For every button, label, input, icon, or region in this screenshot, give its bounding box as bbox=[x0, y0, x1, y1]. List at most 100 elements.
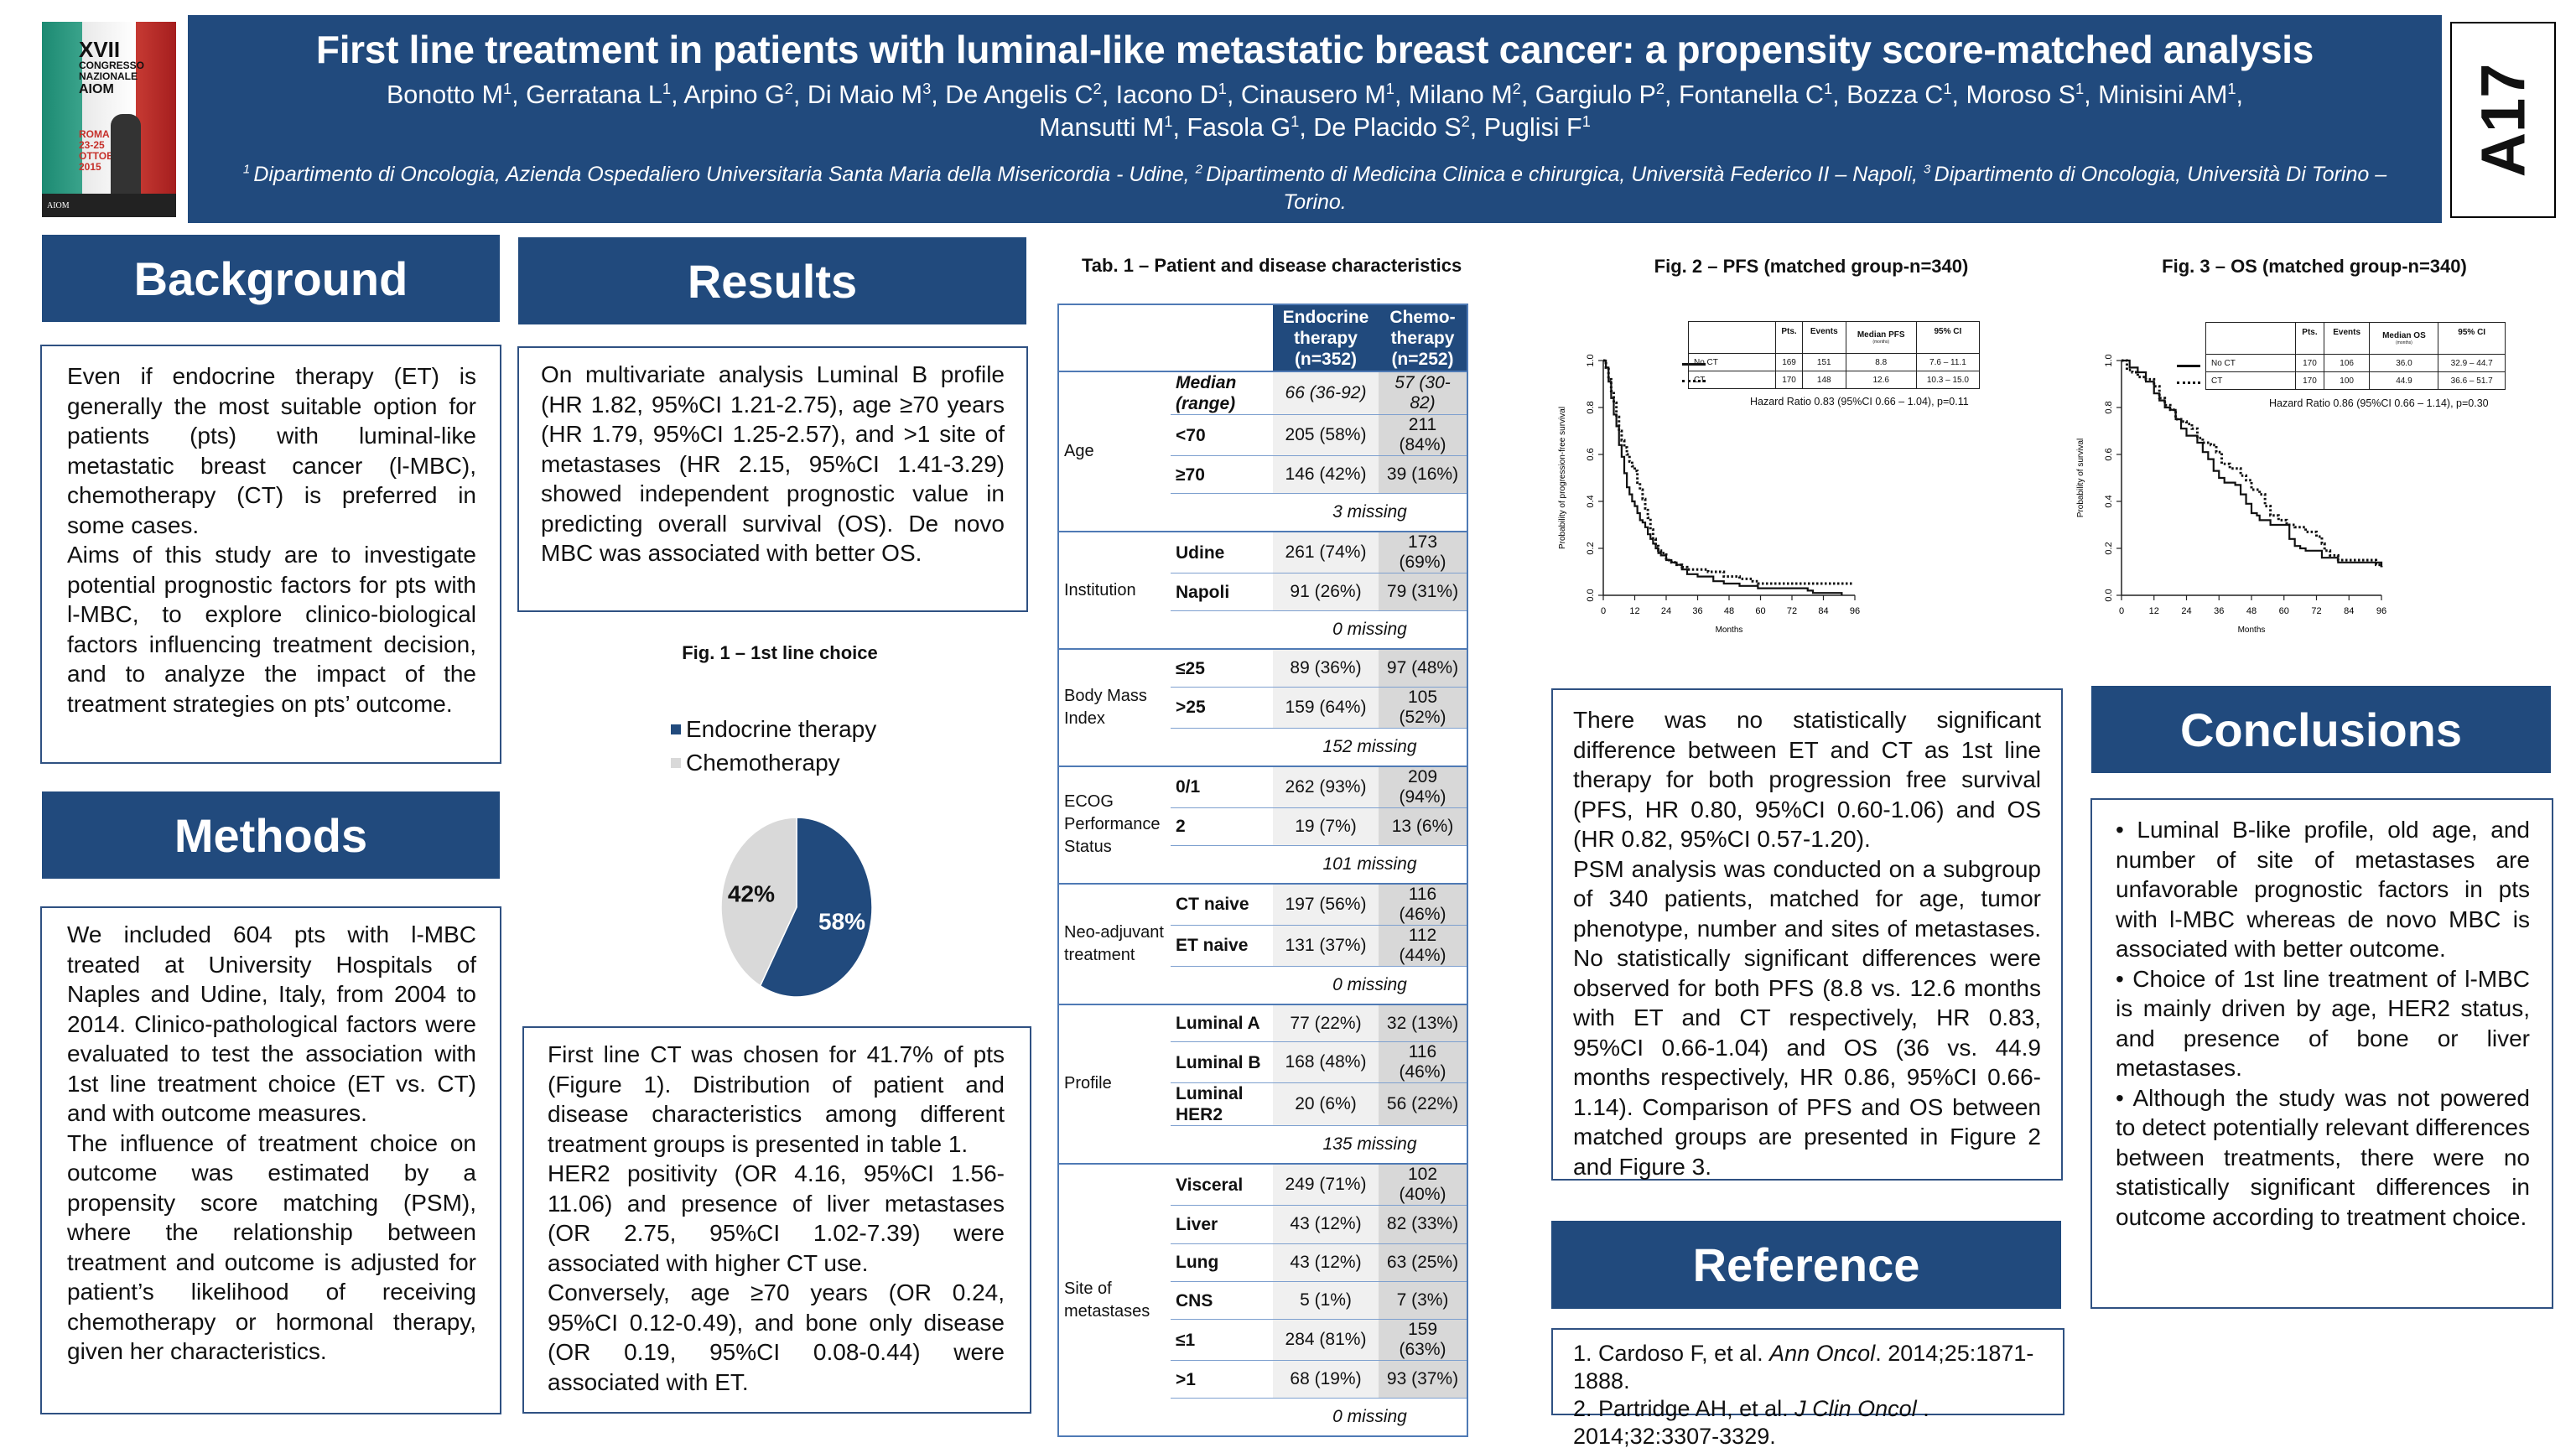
summary-header: 95% CI bbox=[2438, 322, 2506, 355]
table-row: Liver 43 (12%) 82 (33%) bbox=[1058, 1205, 1467, 1244]
km-curve-ct bbox=[1603, 359, 1852, 585]
table-row: <70 205 (58%) 211 (84%) bbox=[1058, 414, 1467, 456]
x-tick-label: 12 bbox=[2149, 606, 2159, 616]
x-tick-label: 72 bbox=[1787, 606, 1797, 616]
row-sublabel: 0/1 bbox=[1171, 766, 1273, 808]
row-sublabel: CT naive bbox=[1171, 883, 1273, 926]
methods-paragraph: The influence of treatment choice on out… bbox=[67, 1129, 476, 1365]
x-tick-label: 72 bbox=[2311, 606, 2321, 616]
cell-endocrine: 20 (6%) bbox=[1273, 1082, 1379, 1127]
reference-item: 2. Partridge AH, et al. J Clin Oncol . 2… bbox=[1573, 1396, 1929, 1448]
cell-chemotherapy: 116 (46%) bbox=[1379, 883, 1467, 926]
legend-line-ct bbox=[2177, 381, 2200, 384]
x-tick-label: 96 bbox=[1850, 606, 1860, 616]
methods-paragraph: We included 604 pts with l-MBC treated a… bbox=[67, 921, 476, 1126]
cell-endocrine: 66 (36-92) bbox=[1273, 371, 1379, 415]
x-tick-label: 36 bbox=[1692, 606, 1702, 616]
y-axis-label: Probability of progression-free survival bbox=[1558, 407, 1567, 549]
conclusions-heading: Conclusions bbox=[2091, 686, 2551, 773]
y-axis-label: Probability of survival bbox=[2076, 439, 2085, 517]
row-sublabel: Visceral bbox=[1171, 1164, 1273, 1207]
x-tick-label: 0 bbox=[2119, 606, 2124, 616]
poster-title: First line treatment in patients with lu… bbox=[315, 28, 2314, 71]
legend-item-chemotherapy: Chemotherapy bbox=[671, 746, 922, 780]
summary-row: CT 170 100 44.9 36.6 – 51.7 bbox=[2205, 371, 2506, 390]
km-curve-no-ct bbox=[2122, 359, 2383, 568]
cell-chemotherapy: 7 (3%) bbox=[1379, 1281, 1467, 1321]
pie-label: 42% bbox=[728, 881, 775, 907]
author: Iacono D1 bbox=[1115, 79, 1227, 109]
row-sublabel: Median (range) bbox=[1171, 371, 1273, 415]
cell-chemotherapy: 159 (63%) bbox=[1379, 1319, 1467, 1362]
summary-header: Median PFS (months) bbox=[1845, 321, 1917, 354]
summary-header: 95% CI bbox=[1915, 321, 1981, 354]
legend-item-endocrine: Endocrine therapy bbox=[671, 713, 922, 746]
table-row-missing: 135 missing bbox=[1058, 1125, 1467, 1165]
cell-endocrine: 262 (93%) bbox=[1273, 766, 1379, 808]
row-sublabel: ET naive bbox=[1171, 925, 1273, 967]
pie-slice-chemotherapy bbox=[720, 817, 797, 987]
fig1-pie-chart: 58% 42% bbox=[720, 817, 873, 998]
results-psm-paragraph: PSM analysis was conducted on a subgroup… bbox=[1573, 855, 2041, 1180]
table-row: Age Median (range) 66 (36-92) 57 (30-82) bbox=[1058, 371, 1467, 533]
table-row: Neo-adjuvant treatment CT naive 197 (56%) 1… bbox=[1058, 883, 1467, 1005]
background-heading: Background bbox=[42, 235, 500, 322]
affiliations: 1 Dipartimento di Oncologia, Azienda Osp… bbox=[213, 161, 2417, 216]
row-sublabel: Napoli bbox=[1171, 573, 1273, 612]
y-tick-label: 0.2 bbox=[1586, 542, 1596, 554]
cell-endocrine: 205 (58%) bbox=[1273, 414, 1379, 456]
cell-chemotherapy: 102 (40%) bbox=[1379, 1164, 1467, 1207]
abstract-code-box: A17 bbox=[2450, 22, 2556, 218]
cell-chemotherapy: 116 (46%) bbox=[1379, 1041, 1467, 1084]
missing-count: 3 missing bbox=[1273, 493, 1467, 533]
cell-endocrine: 261 (74%) bbox=[1273, 532, 1379, 574]
author: Gargiulo P2 bbox=[1535, 79, 1665, 109]
x-tick-label: 0 bbox=[1601, 606, 1606, 616]
cell-chemotherapy: 57 (30-82) bbox=[1379, 371, 1467, 415]
aiom-brand-mark: AIOM bbox=[47, 201, 70, 210]
table-row: Luminal B 168 (48%) 116 (46%) bbox=[1058, 1041, 1467, 1084]
table-row: Lung 43 (12%) 63 (25%) bbox=[1058, 1243, 1467, 1282]
y-tick-label: 0.0 bbox=[2104, 589, 2114, 601]
author: Bonotto M1 bbox=[386, 79, 512, 109]
cell-chemotherapy: 13 (6%) bbox=[1379, 807, 1467, 847]
row-sublabel: ≤1 bbox=[1171, 1319, 1273, 1362]
cell-endocrine: 91 (26%) bbox=[1273, 573, 1379, 612]
table-row: 2 19 (7%) 13 (6%) bbox=[1058, 807, 1467, 847]
y-tick-label: 0.0 bbox=[1586, 589, 1596, 601]
cell-endocrine: 89 (36%) bbox=[1273, 649, 1379, 688]
row-sublabel: ≥70 bbox=[1171, 455, 1273, 495]
author: Arpino G2 bbox=[683, 79, 793, 109]
cell-chemotherapy: 173 (69%) bbox=[1379, 532, 1467, 574]
author-line-2: Mansutti M1, Fasola G1, De Placido S2, P… bbox=[1039, 112, 1591, 142]
author: Di Maio M3 bbox=[807, 79, 932, 109]
table-row: ET naive 131 (37%) 112 (44%) bbox=[1058, 925, 1467, 967]
missing-count: 135 missing bbox=[1273, 1125, 1467, 1165]
summary-row: No CT 170 106 36.0 32.9 – 44.7 bbox=[2205, 354, 2506, 372]
summary-header bbox=[1687, 321, 1777, 354]
results-heading: Results bbox=[518, 237, 1026, 324]
logo-congress-text: XVII CONGRESSO NAZIONALE AIOM bbox=[79, 37, 145, 96]
conclusion-bullet: • Although the study was not powered to … bbox=[2116, 1084, 2530, 1230]
table-row: Profile Luminal A 77 (22%) 32 (13%) bbox=[1058, 1004, 1467, 1165]
legend-swatch-endocrine bbox=[671, 724, 681, 734]
cell-chemotherapy: 32 (13%) bbox=[1379, 1004, 1467, 1043]
table-row-missing: 0 missing bbox=[1058, 966, 1467, 1005]
author: Minisini AM1 bbox=[2098, 79, 2236, 109]
patient-characteristics-table: Endocrine therapy (n=352) Chemo-therapy (n=… bbox=[1057, 304, 1468, 1438]
methods-heading: Methods bbox=[42, 791, 500, 879]
fig3-title: Fig. 3 – OS (matched group-n=340) bbox=[2162, 256, 2467, 277]
author: Puglisi F1 bbox=[1483, 112, 1591, 142]
x-axis-label: Months bbox=[2238, 625, 2266, 635]
pie-label: 58% bbox=[818, 908, 865, 934]
x-tick-label: 36 bbox=[2214, 606, 2224, 616]
row-sublabel: <70 bbox=[1171, 414, 1273, 456]
x-tick-label: 84 bbox=[1818, 606, 1828, 616]
cell-endocrine: 197 (56%) bbox=[1273, 883, 1379, 926]
cell-endocrine: 249 (71%) bbox=[1273, 1164, 1379, 1207]
cell-endocrine: 43 (12%) bbox=[1273, 1205, 1379, 1244]
author: Milano M2 bbox=[1408, 79, 1521, 109]
x-tick-label: 60 bbox=[1755, 606, 1765, 616]
cell-endocrine: 146 (42%) bbox=[1273, 455, 1379, 495]
summary-header: Events bbox=[1801, 321, 1846, 354]
